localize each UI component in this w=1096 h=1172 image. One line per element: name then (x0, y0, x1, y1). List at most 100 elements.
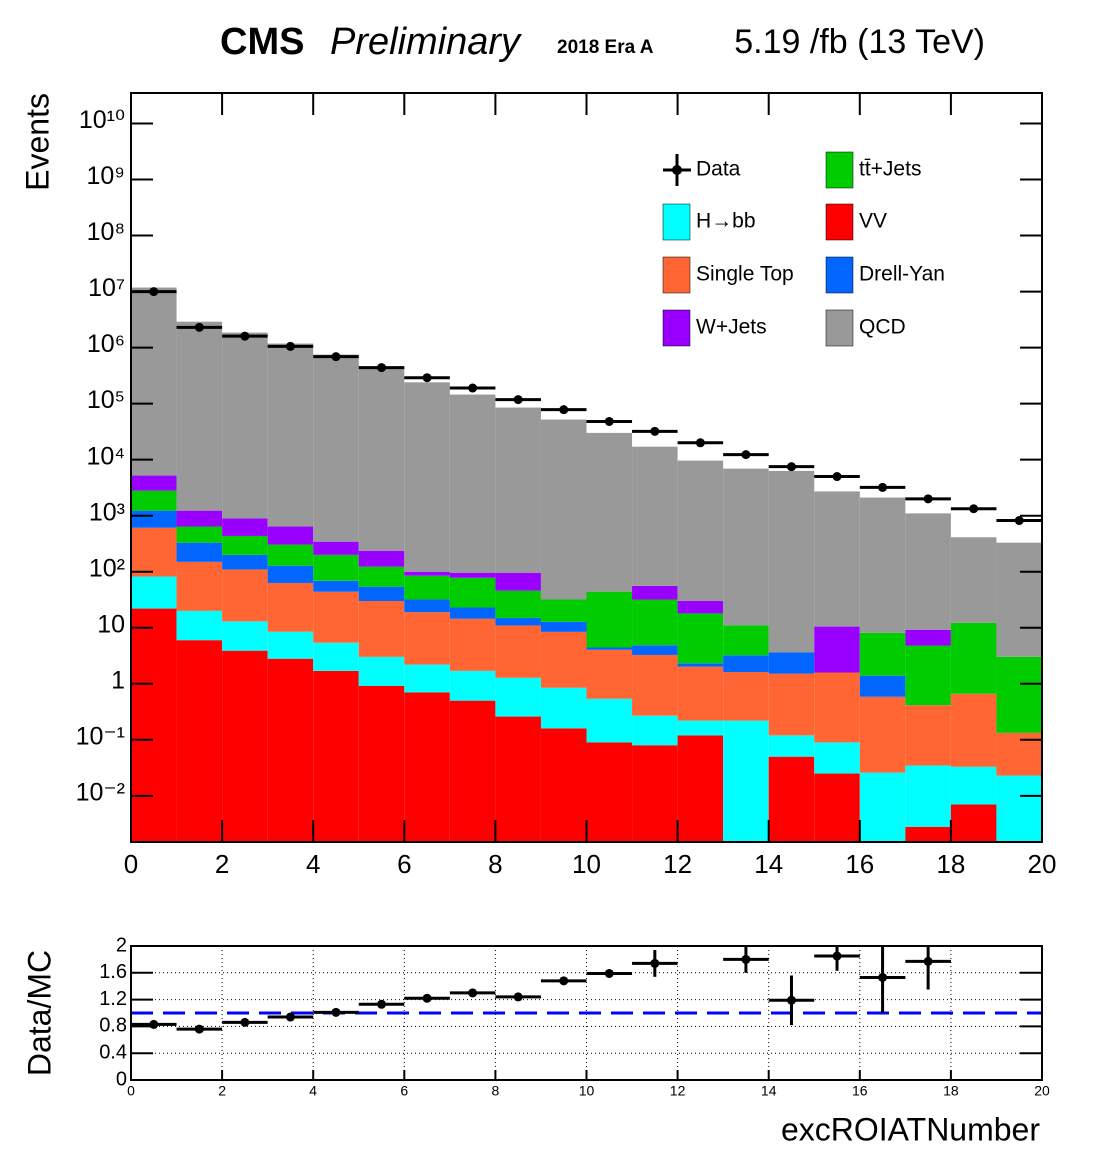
y-tick-label: 10⁴ (86, 442, 125, 470)
stack-bar (859, 632, 906, 676)
x-tick-label: 10 (572, 849, 601, 879)
stack-bar (905, 513, 951, 630)
stack-bar (950, 622, 997, 694)
x-tick-label: 12 (670, 1083, 686, 1099)
stack-bar (723, 672, 769, 721)
data-point (422, 373, 432, 383)
stack-bar (267, 582, 314, 632)
stack-bar (267, 343, 314, 527)
stack-bar (950, 766, 997, 805)
stack-bar (449, 670, 496, 701)
stack-bar (723, 720, 769, 842)
y-tick-label: 10⁹ (86, 162, 125, 190)
stack-bar (404, 575, 450, 600)
x-tick-label: 14 (754, 849, 783, 879)
stack-bar (449, 394, 496, 573)
legend-label: VV (859, 210, 887, 233)
data-point (695, 438, 705, 448)
stack-bar (586, 742, 633, 842)
stack-bar (267, 544, 314, 566)
lumi-label: 5.19 /fb (13 TeV) (734, 23, 985, 61)
stack-bar (540, 621, 587, 632)
stack-bar (495, 625, 541, 678)
stack-bar (313, 670, 359, 842)
stack-bar (176, 510, 223, 527)
y-tick-label: 10⁻¹ (76, 722, 125, 750)
stack-bar (358, 656, 405, 686)
x-tick-label: 0 (124, 849, 138, 879)
stack-bar (267, 526, 314, 545)
x-tick-label: 0 (127, 1083, 135, 1099)
stack-bar (905, 826, 951, 842)
era-label: 2018 Era A (557, 37, 654, 58)
ratio-point (786, 995, 796, 1005)
stack-bar (176, 542, 223, 562)
stack-bar (222, 650, 268, 842)
ratio-point (331, 1007, 341, 1017)
stack-bar (677, 663, 724, 667)
stack-bar (495, 407, 541, 573)
stack-bar (905, 645, 951, 706)
legend-label: Drell-Yan (859, 263, 945, 286)
stack-bar (632, 715, 678, 746)
stack-bar (313, 642, 359, 671)
data-point (923, 494, 933, 504)
stack-bar (267, 565, 314, 583)
stack-bar (222, 621, 268, 651)
stack-bar (723, 625, 769, 656)
stack-bar (495, 572, 541, 591)
stack-bar (540, 419, 587, 600)
stack-bar (905, 629, 951, 646)
legend-swatch (825, 309, 854, 347)
data-point (377, 363, 387, 373)
stack-bar (859, 696, 906, 773)
stack-bar (950, 693, 997, 767)
stack-bar (267, 631, 314, 659)
x-tick-label: 16 (852, 1083, 868, 1099)
data-point (559, 405, 569, 415)
chart-subtitle: Preliminary (330, 21, 522, 63)
axes: 10⁻² 10⁻¹ 1 10 10² 10³ 10⁴ 10⁵ 10⁶ 10⁷ 10⁸ 10⁹ 10¹⁰ 0… (76, 92, 1056, 1099)
ratio-point (559, 976, 569, 986)
stack-bar (814, 672, 860, 743)
legend-marker (672, 165, 682, 175)
stack-bar (358, 586, 405, 601)
stack-bar (313, 591, 359, 643)
stack-bar (586, 647, 633, 650)
y-tick-label: 1.2 (99, 988, 127, 1010)
stack-bar (131, 475, 177, 491)
stack-bar (814, 626, 860, 673)
stack-bar (358, 600, 405, 657)
stack-bar (449, 577, 496, 608)
stack-bar (540, 631, 587, 688)
stack-bar (313, 354, 359, 542)
stack-bar (176, 640, 223, 842)
x-tick-label: 16 (845, 849, 874, 879)
legend-label: H→bb (696, 210, 756, 233)
stack-bar (131, 608, 177, 842)
stack-bar (131, 576, 177, 609)
stack-bar (313, 554, 359, 581)
stack-bar (723, 655, 769, 673)
stack-bar (723, 468, 769, 626)
stack-bar (404, 571, 450, 576)
stack-bar (586, 591, 633, 648)
stack-bar (632, 654, 678, 716)
stack-bar (313, 580, 359, 592)
stack-bar (632, 745, 678, 842)
stack-bar (768, 470, 815, 653)
x-tick-label: 20 (1034, 1083, 1050, 1099)
stack-bar (267, 658, 314, 842)
legend-swatch (825, 203, 854, 241)
y-tick-label: 10⁻² (76, 778, 125, 806)
stack-bar (358, 550, 405, 567)
stack-bar (632, 446, 678, 586)
stack-bar (677, 720, 724, 736)
stack-bar (768, 756, 815, 842)
x-tick-label: 8 (492, 1083, 500, 1099)
stack-bar (176, 321, 223, 511)
stack-bar (768, 735, 815, 757)
main-plot-area (131, 287, 1042, 842)
data-point (832, 472, 842, 482)
